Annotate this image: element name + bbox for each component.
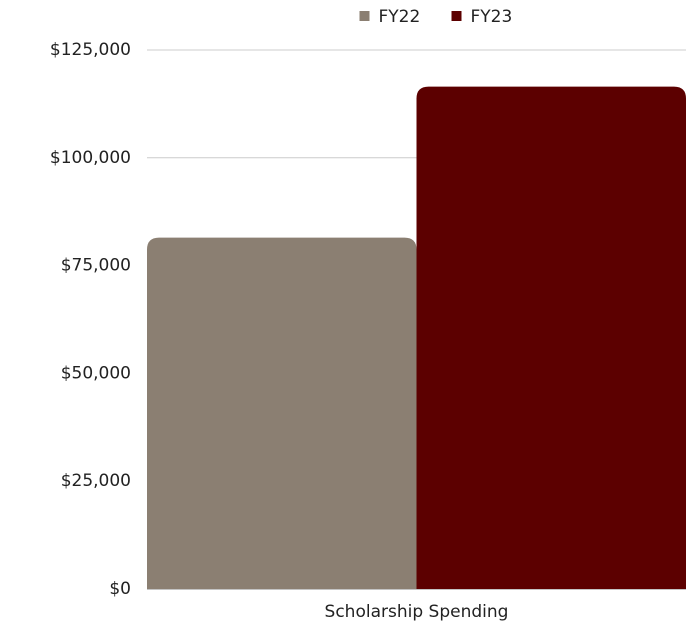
y-tick-label: $100,000: [50, 148, 131, 168]
y-tick-label: $75,000: [61, 256, 131, 276]
legend-swatch: [359, 11, 370, 21]
legend-label: FY22: [379, 7, 421, 27]
y-tick-label: $25,000: [61, 471, 131, 491]
y-tick-label: $0: [109, 579, 131, 599]
bar: [147, 237, 417, 589]
y-tick-label: $125,000: [50, 40, 131, 60]
legend-label: FY23: [471, 7, 513, 27]
legend-swatch: [451, 11, 462, 21]
y-tick-label: $50,000: [61, 363, 131, 383]
x-tick-label: Scholarship Spending: [325, 602, 509, 622]
bar: [416, 86, 686, 589]
